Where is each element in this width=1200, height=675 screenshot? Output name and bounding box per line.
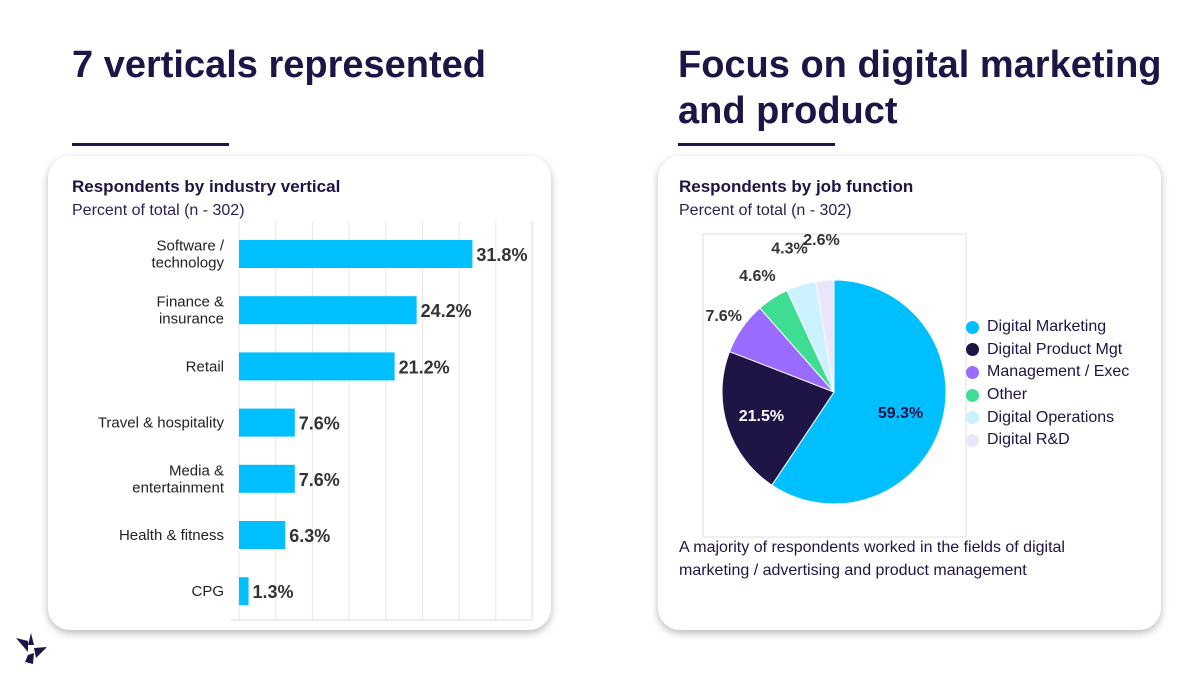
legend-swatch bbox=[966, 343, 979, 357]
legend-swatch bbox=[966, 365, 979, 379]
legend-item: Management / Exec bbox=[966, 361, 1129, 384]
legend-item: Digital R&D bbox=[966, 429, 1129, 452]
job-chart-title: Respondents by job function bbox=[679, 177, 914, 196]
headline-verticals: 7 verticals represented bbox=[72, 44, 487, 86]
legend-swatch bbox=[966, 320, 979, 334]
legend-item: Digital Operations bbox=[966, 406, 1129, 429]
headline-focus: Focus on digital marketing and product bbox=[678, 44, 1162, 132]
legend-swatch bbox=[966, 433, 979, 447]
legend-label: Management / Exec bbox=[987, 363, 1130, 381]
brand-logo-icon bbox=[16, 633, 47, 664]
headline-underline bbox=[72, 143, 229, 146]
legend-item: Digital Product Mgt bbox=[966, 339, 1129, 362]
headline-underline bbox=[678, 143, 835, 146]
industry-chart-card bbox=[48, 156, 551, 630]
job-chart-subtitle: Percent of total (n - 302) bbox=[679, 202, 852, 219]
legend-item: Other bbox=[966, 384, 1129, 407]
legend-swatch bbox=[966, 388, 979, 402]
legend-label: Other bbox=[987, 386, 1028, 404]
industry-chart-subtitle: Percent of total (n - 302) bbox=[72, 202, 245, 219]
industry-chart-title: Respondents by industry vertical bbox=[72, 177, 341, 196]
legend-item: Digital Marketing bbox=[966, 316, 1129, 339]
legend-label: Digital R&D bbox=[987, 431, 1070, 449]
legend-label: Digital Product Mgt bbox=[987, 340, 1123, 358]
job-chart-note: A majority of respondents worked in the … bbox=[679, 539, 1065, 579]
job-pie-legend: Digital Marketing Digital Product Mgt Mana… bbox=[966, 316, 1129, 452]
legend-label: Digital Operations bbox=[987, 408, 1115, 426]
legend-label: Digital Marketing bbox=[987, 318, 1107, 336]
legend-swatch bbox=[966, 411, 979, 425]
